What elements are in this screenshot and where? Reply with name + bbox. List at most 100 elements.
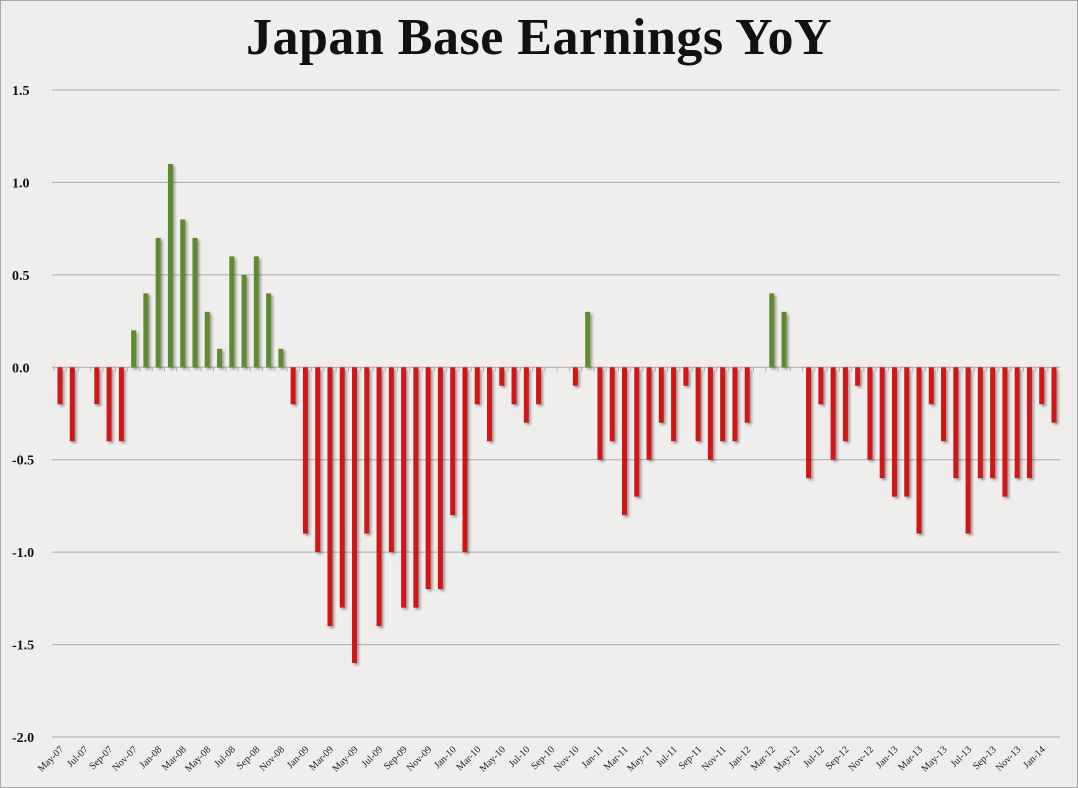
- chart-title: Japan Base Earnings YoY: [245, 9, 833, 66]
- bar-positive: [192, 237, 198, 368]
- y-tick-label: -1.0: [12, 546, 34, 561]
- bar-negative: [1039, 367, 1045, 405]
- bar-negative: [720, 367, 726, 442]
- x-tick-label: Jan-14: [1021, 744, 1048, 771]
- x-tick-label: May-11: [625, 744, 655, 774]
- bar-negative: [891, 367, 897, 497]
- bar-negative: [487, 367, 493, 442]
- bar-negative: [916, 367, 922, 534]
- bar-negative: [364, 367, 370, 534]
- bar-negative: [499, 367, 505, 386]
- bar-negative: [904, 367, 910, 497]
- bar-negative: [953, 367, 959, 479]
- x-tick-label: Jul-09: [360, 744, 385, 769]
- bar-positive: [143, 293, 149, 368]
- bar-negative: [806, 367, 812, 479]
- bar-negative: [830, 367, 836, 460]
- bar-positive: [241, 274, 247, 368]
- x-tick-label: Jul-10: [507, 744, 532, 769]
- bar-negative: [744, 367, 750, 423]
- bar-negative: [376, 367, 382, 627]
- bar-negative: [536, 367, 542, 405]
- bar-positive: [769, 293, 775, 368]
- x-tick-label: May-12: [772, 744, 802, 774]
- bar-positive: [167, 163, 173, 368]
- bar-negative: [523, 367, 529, 423]
- x-tick-label: Jan-11: [580, 744, 606, 770]
- bar-negative: [683, 367, 689, 386]
- bar-negative: [118, 367, 124, 442]
- bar-negative: [646, 367, 652, 460]
- bar-negative: [437, 367, 443, 590]
- bar-positive: [266, 293, 272, 368]
- bar-negative: [977, 367, 983, 479]
- bar-positive: [204, 311, 210, 368]
- bar-negative: [818, 367, 824, 405]
- x-tick-label: Nov-12: [847, 744, 876, 773]
- bar-negative: [1014, 367, 1020, 479]
- bar-negative: [707, 367, 713, 460]
- x-tick-label: May-13: [920, 744, 950, 774]
- x-tick-label: Nov-11: [700, 744, 729, 773]
- bar-negative: [450, 367, 456, 516]
- bar-negative: [462, 367, 468, 553]
- bar-negative: [658, 367, 664, 423]
- bar-negative: [1002, 367, 1008, 497]
- bar-negative: [855, 367, 861, 386]
- bar-negative: [302, 367, 308, 534]
- bar-negative: [879, 367, 885, 479]
- bar-negative: [413, 367, 419, 608]
- bar-negative: [941, 367, 947, 442]
- bar-negative: [732, 367, 738, 442]
- y-tick-label: 1.5: [12, 84, 30, 99]
- bar-negative: [94, 367, 100, 405]
- bar-positive: [781, 311, 787, 368]
- y-tick-label: 0.5: [12, 269, 30, 284]
- x-tick-label: May-09: [330, 744, 360, 774]
- bar-negative: [339, 367, 345, 608]
- x-tick-label: May-07: [36, 744, 66, 774]
- bar-negative: [327, 367, 333, 627]
- bar-negative: [928, 367, 934, 405]
- bar-positive: [155, 237, 161, 368]
- bar-negative: [1026, 367, 1032, 479]
- x-tick-label: May-08: [183, 744, 213, 774]
- bar-negative: [990, 367, 996, 479]
- y-tick-label: -1.5: [12, 639, 34, 654]
- bar-negative: [572, 367, 578, 386]
- y-tick-label: -2.0: [12, 731, 34, 746]
- bar-negative: [671, 367, 677, 442]
- bar-negative: [695, 367, 701, 442]
- bar-negative: [1051, 367, 1057, 423]
- bar-negative: [425, 367, 431, 590]
- bar-negative: [474, 367, 480, 405]
- x-tick-label: Jul-13: [949, 744, 974, 769]
- bar-negative: [315, 367, 321, 553]
- y-tick-label: -0.5: [12, 454, 34, 469]
- bar-negative: [965, 367, 971, 534]
- bar-negative: [69, 367, 75, 442]
- bar-positive: [229, 256, 235, 368]
- bar-negative: [621, 367, 627, 516]
- bar-negative: [352, 367, 358, 664]
- bar-positive: [217, 348, 223, 368]
- bar-negative: [290, 367, 296, 405]
- x-tick-label: May-10: [478, 744, 508, 774]
- x-tick-label: Jul-11: [654, 744, 679, 769]
- x-tick-label: Nov-10: [552, 744, 581, 773]
- bar-negative: [511, 367, 517, 405]
- bar-negative: [388, 367, 394, 553]
- bar-negative: [401, 367, 407, 608]
- bar-negative: [609, 367, 615, 442]
- y-tick-label: 1.0: [12, 176, 30, 191]
- bar-negative: [634, 367, 640, 497]
- x-tick-label: Jul-07: [65, 744, 90, 769]
- x-tick-label: Nov-09: [405, 744, 434, 773]
- x-tick-label: Nov-08: [258, 744, 287, 773]
- bar-negative: [106, 367, 112, 442]
- x-tick-label: Nov-07: [110, 744, 139, 773]
- bar-positive: [585, 311, 591, 368]
- x-tick-label: Nov-13: [994, 744, 1023, 773]
- bar-positive: [131, 330, 137, 368]
